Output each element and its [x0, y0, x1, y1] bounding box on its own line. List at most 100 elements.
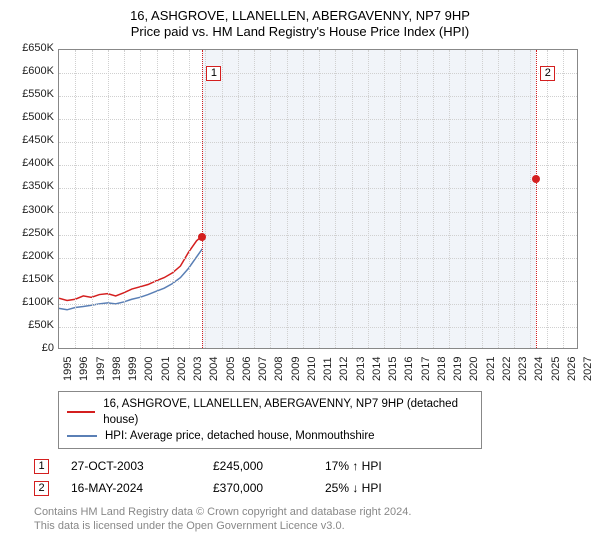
- grid-line-v: [124, 50, 125, 348]
- x-axis-label: 2016: [403, 357, 415, 381]
- x-axis-label: 1998: [111, 357, 123, 381]
- x-axis-label: 2022: [501, 357, 513, 381]
- legend-item: 16, ASHGROVE, LLANELLEN, ABERGAVENNY, NP…: [67, 396, 473, 428]
- grid-line-v: [270, 50, 271, 348]
- x-axis-label: 2004: [208, 357, 220, 381]
- x-axis-label: 2013: [355, 357, 367, 381]
- marker-dot: [532, 175, 540, 183]
- x-axis-label: 2025: [550, 357, 562, 381]
- x-axis-label: 2017: [420, 357, 432, 381]
- event-badge: 1: [34, 459, 49, 474]
- grid-line-v: [368, 50, 369, 348]
- event-row: 2 16-MAY-2024 £370,000 25% ↓ HPI: [34, 477, 588, 499]
- grid-line-v: [108, 50, 109, 348]
- grid-line-v: [173, 50, 174, 348]
- event-date: 16-MAY-2024: [71, 477, 191, 499]
- title-main: 16, ASHGROVE, LLANELLEN, ABERGAVENNY, NP…: [12, 8, 588, 23]
- grid-line-v: [482, 50, 483, 348]
- grid-line-v: [449, 50, 450, 348]
- grid-line-v: [433, 50, 434, 348]
- y-axis-label: £600K: [12, 65, 54, 77]
- attribution-line: This data is licensed under the Open Gov…: [34, 519, 588, 533]
- grid-line-v: [530, 50, 531, 348]
- grid-line-v: [157, 50, 158, 348]
- x-axis-label: 2027: [582, 357, 594, 381]
- x-axis-label: 2023: [517, 357, 529, 381]
- y-axis-label: £350K: [12, 180, 54, 192]
- legend-swatch: [67, 411, 95, 413]
- y-axis-label: £250K: [12, 227, 54, 239]
- grid-line-h: [59, 304, 577, 305]
- grid-line-v: [563, 50, 564, 348]
- grid-line-v: [254, 50, 255, 348]
- legend-swatch: [67, 435, 97, 437]
- grid-line-v: [335, 50, 336, 348]
- grid-line-v: [384, 50, 385, 348]
- marker-line: [202, 50, 203, 348]
- grid-line-h: [59, 119, 577, 120]
- legend-item: HPI: Average price, detached house, Monm…: [67, 428, 473, 444]
- grid-line-v: [238, 50, 239, 348]
- x-axis-label: 2020: [468, 357, 480, 381]
- grid-line-v: [514, 50, 515, 348]
- grid-line-v: [75, 50, 76, 348]
- grid-line-v: [287, 50, 288, 348]
- x-axis-label: 2002: [176, 357, 188, 381]
- event-date: 27-OCT-2003: [71, 455, 191, 477]
- x-axis-label: 2015: [387, 357, 399, 381]
- grid-line-h: [59, 258, 577, 259]
- event-price: £245,000: [213, 455, 303, 477]
- x-axis-label: 2024: [533, 357, 545, 381]
- grid-line-h: [59, 235, 577, 236]
- grid-line-h: [59, 73, 577, 74]
- x-axis-label: 2012: [338, 357, 350, 381]
- legend: 16, ASHGROVE, LLANELLEN, ABERGAVENNY, NP…: [58, 391, 482, 449]
- marker-line: [536, 50, 537, 348]
- event-pct: 25% ↓ HPI: [325, 477, 415, 499]
- x-axis-label: 2001: [160, 357, 172, 381]
- legend-label: HPI: Average price, detached house, Monm…: [105, 428, 375, 444]
- event-row: 1 27-OCT-2003 £245,000 17% ↑ HPI: [34, 455, 588, 477]
- grid-line-v: [92, 50, 93, 348]
- event-price: £370,000: [213, 477, 303, 499]
- y-axis-label: £650K: [12, 42, 54, 54]
- x-axis-label: 2009: [290, 357, 302, 381]
- x-axis-label: 2005: [225, 357, 237, 381]
- grid-line-h: [59, 212, 577, 213]
- grid-line-v: [222, 50, 223, 348]
- chart-area: 12 £0£50K£100K£150K£200K£250K£300K£350K£…: [12, 45, 588, 385]
- x-axis-label: 2006: [241, 357, 253, 381]
- event-badge: 2: [34, 481, 49, 496]
- grid-line-v: [140, 50, 141, 348]
- marker-badge: 2: [540, 66, 555, 81]
- grid-line-v: [352, 50, 353, 348]
- x-axis-label: 2008: [273, 357, 285, 381]
- y-axis-label: £0: [12, 342, 54, 354]
- y-axis-label: £150K: [12, 273, 54, 285]
- grid-line-v: [303, 50, 304, 348]
- grid-line-h: [59, 188, 577, 189]
- attribution: Contains HM Land Registry data © Crown c…: [34, 505, 588, 533]
- grid-line-h: [59, 142, 577, 143]
- y-axis-label: £400K: [12, 157, 54, 169]
- y-axis-label: £50K: [12, 319, 54, 331]
- y-axis-label: £300K: [12, 204, 54, 216]
- marker-badge: 1: [206, 66, 221, 81]
- x-axis-label: 2014: [371, 357, 383, 381]
- x-axis-label: 2026: [566, 357, 578, 381]
- x-axis-label: 1995: [62, 357, 74, 381]
- y-axis-label: £550K: [12, 88, 54, 100]
- plot-area: 12: [58, 49, 578, 349]
- x-axis-label: 2003: [192, 357, 204, 381]
- y-axis-label: £450K: [12, 134, 54, 146]
- grid-line-v: [189, 50, 190, 348]
- event-pct: 17% ↑ HPI: [325, 455, 415, 477]
- y-axis-label: £500K: [12, 111, 54, 123]
- x-axis-label: 1999: [127, 357, 139, 381]
- x-axis-label: 2007: [257, 357, 269, 381]
- grid-line-h: [59, 165, 577, 166]
- event-list: 1 27-OCT-2003 £245,000 17% ↑ HPI 2 16-MAY-202…: [34, 455, 588, 499]
- grid-line-v: [417, 50, 418, 348]
- x-axis-label: 1997: [95, 357, 107, 381]
- x-axis-label: 2018: [436, 357, 448, 381]
